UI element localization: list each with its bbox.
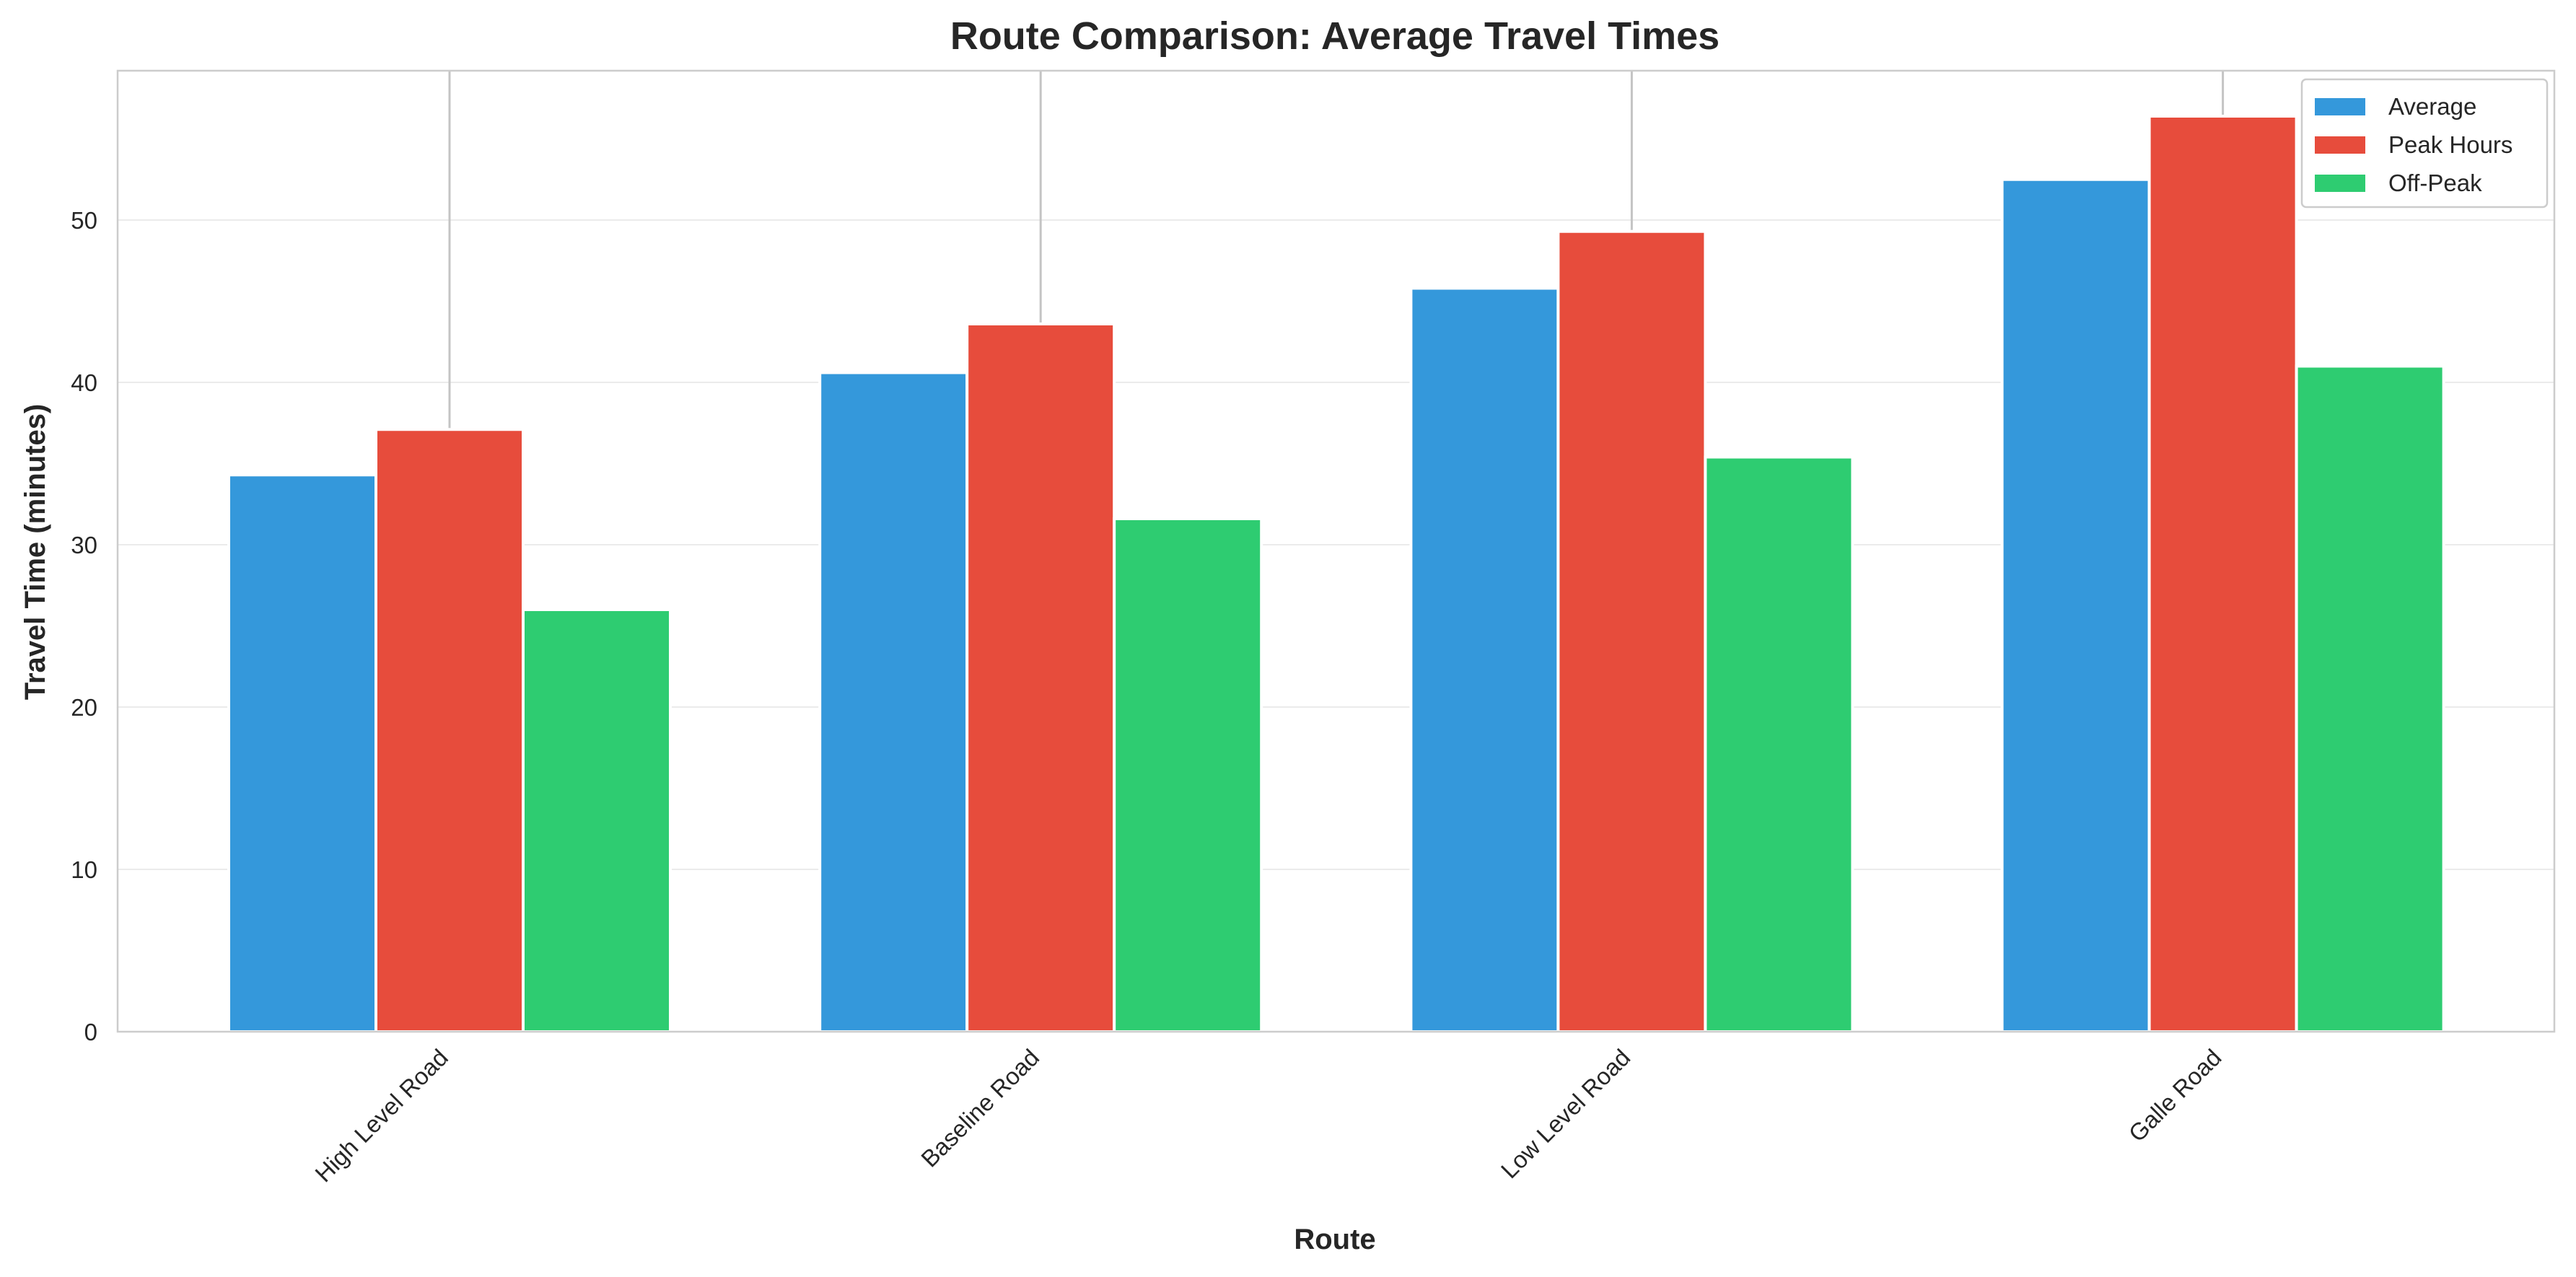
legend-swatch <box>2315 175 2365 192</box>
bar-peak-hours <box>1556 229 1707 1033</box>
y-tick-label: 0 <box>84 1019 97 1045</box>
plot-area-frame <box>116 69 2556 1033</box>
bar-peak-hours <box>374 428 525 1033</box>
bar-peak-hours <box>2147 115 2298 1033</box>
bar-off-peak <box>522 608 672 1033</box>
y-tick-label: 50 <box>71 207 97 234</box>
legend-swatch <box>2315 98 2365 115</box>
bar-average <box>227 473 377 1033</box>
x-tick-label: Low Level Road <box>1496 1044 1636 1184</box>
legend: Average Peak Hours Off-Peak <box>2300 78 2549 209</box>
legend-swatch <box>2315 136 2365 154</box>
x-tick-label: Baseline Road <box>916 1044 1044 1172</box>
bar-average <box>1409 286 1560 1033</box>
bar-average <box>2000 177 2151 1033</box>
legend-label: Average <box>2388 93 2476 120</box>
x-axis-label: Route <box>1294 1224 1375 1255</box>
y-tick-label: 30 <box>71 532 97 558</box>
y-axis-ticks: 0 10 20 30 40 50 <box>71 207 97 1045</box>
bar-average <box>818 371 969 1033</box>
bar-peak-hours <box>965 322 1116 1033</box>
x-axis-ticks: High Level Road Baseline Road Low Level Ro… <box>310 1044 2226 1188</box>
y-tick-label: 20 <box>71 694 97 721</box>
y-axis-label: Travel Time (minutes) <box>19 404 51 701</box>
y-tick-label: 10 <box>71 856 97 883</box>
chart-title: Route Comparison: Average Travel Times <box>950 14 1719 58</box>
x-tick-label: Galle Road <box>2124 1044 2227 1147</box>
x-tick-label: High Level Road <box>310 1044 453 1188</box>
y-tick-label: 40 <box>71 369 97 396</box>
bar-off-peak <box>1704 455 1854 1033</box>
bar-off-peak <box>1113 517 1263 1033</box>
legend-label: Off-Peak <box>2388 170 2482 196</box>
bars <box>227 115 2445 1033</box>
legend-label: Peak Hours <box>2388 131 2513 158</box>
bar-off-peak <box>2295 364 2445 1033</box>
error-bars <box>448 71 2225 430</box>
